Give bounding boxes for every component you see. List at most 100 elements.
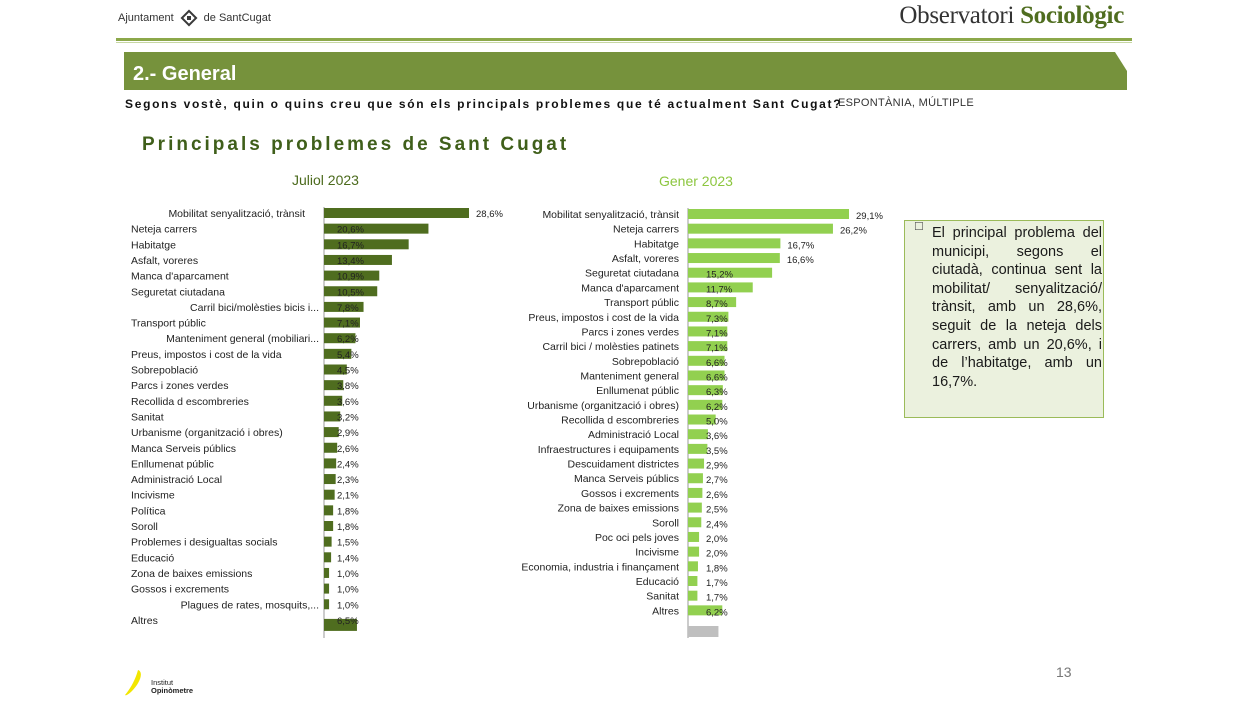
july-value-label: 1,8% <box>337 506 359 517</box>
july-category-label: Preus, impostos i cost de la vida <box>131 349 282 361</box>
january-category-label: Transport públic <box>604 297 679 309</box>
january-bar <box>688 399 723 410</box>
july-bar <box>324 364 347 375</box>
january-category-label: Descuidament districtes <box>568 459 679 471</box>
january-bar <box>688 458 705 469</box>
january-value-label: 2,4% <box>706 519 728 530</box>
january-value-label: 2,6% <box>706 490 728 501</box>
july-category-label: Mobilitat senyalització, trànsit <box>168 208 305 220</box>
january-value-label: 1,7% <box>706 578 728 589</box>
page-number: 13 <box>1056 664 1072 680</box>
january-bar <box>688 429 708 440</box>
july-value-label: 2,9% <box>337 428 359 439</box>
checkbox-icon: ☐ <box>914 221 924 233</box>
january-bar <box>688 311 729 322</box>
july-bar <box>324 395 343 406</box>
january-category-label: Urbanisme (organització i obres) <box>527 400 679 412</box>
january-category-label: Recollida d escombreries <box>561 415 679 427</box>
ajuntament-logo: Ajuntament de SantCugat <box>118 8 271 28</box>
january-category-label: Parcs i zones verdes <box>582 326 679 338</box>
header-divider-thin <box>116 42 1132 43</box>
january-category-label: Altres <box>652 605 679 617</box>
july-value-label: 16,7% <box>337 240 364 251</box>
july-value-label: 2,3% <box>337 475 359 486</box>
question-type: ESPONTÀNIA, MÚLTIPLE <box>838 97 974 109</box>
summary-note-text: El principal problema del municipi, sego… <box>932 225 1102 390</box>
january-category-label: Infraestructures i equipaments <box>538 444 679 456</box>
january-value-label: 2,0% <box>706 549 728 560</box>
january-bar <box>688 209 849 219</box>
july-category-label: Plagues de rates, mosquits,... <box>181 599 319 611</box>
july-category-label: Transport públic <box>131 318 206 330</box>
july-bar <box>324 458 337 469</box>
july-bar <box>324 380 344 391</box>
summary-note-box <box>904 220 1104 418</box>
january-category-label: Manca Serveis públics <box>574 473 679 485</box>
january-value-label: 6,6% <box>706 372 728 383</box>
january-bar <box>688 253 780 264</box>
july-category-label: Parcs i zones verdes <box>131 380 228 392</box>
july-value-label: 3,8% <box>337 381 359 392</box>
january-value-label: 16,7% <box>787 240 814 251</box>
survey-question: Segons vostè, quin o quins creu que són … <box>125 97 843 111</box>
july-value-label: 2,1% <box>337 491 359 502</box>
july-value-label: 2,6% <box>337 444 359 455</box>
january-category-label: Seguretat ciutadana <box>585 268 679 280</box>
january-category-label: Incivisme <box>635 547 679 559</box>
january-value-label: 29,1% <box>856 211 883 222</box>
january-category-label: Zona de baixes emissions <box>558 503 679 515</box>
january-value-label: 1,8% <box>706 563 728 574</box>
january-bar <box>688 561 698 572</box>
july-value-label: 1,0% <box>337 569 359 580</box>
july-category-label: Problemes i desigualtas socials <box>131 537 278 549</box>
july-category-label: Enllumenat públic <box>131 458 214 470</box>
january-value-label: 7,3% <box>706 314 728 325</box>
section-title: 2.- General <box>133 63 237 85</box>
july-value-label: 3,6% <box>337 397 359 408</box>
july-bar <box>324 536 332 547</box>
january-value-label: 7,1% <box>706 328 728 339</box>
july-bar <box>324 270 380 281</box>
january-category-label: Carril bici / molèsties patinets <box>542 341 679 353</box>
july-value-label: 28,6% <box>476 209 503 220</box>
header-divider <box>116 38 1132 41</box>
july-bar <box>324 427 339 438</box>
opinometre-logo-icon <box>125 670 141 696</box>
july-value-label: 1,0% <box>337 600 359 611</box>
july-bar <box>324 599 330 610</box>
july-bar <box>324 505 334 516</box>
january-value-label: 8,7% <box>706 299 728 310</box>
july-category-label: Administració Local <box>131 474 222 486</box>
section-banner <box>124 52 1127 90</box>
january-bar <box>688 370 725 381</box>
july-category-label: Asfalt, voreres <box>131 255 198 267</box>
january-bar <box>688 443 708 454</box>
january-bar <box>688 473 703 484</box>
january-bar <box>688 297 737 308</box>
july-value-label: 10,5% <box>337 287 364 298</box>
footer-institut: Institut Opinòmetre <box>151 679 193 695</box>
july-bar <box>324 552 332 563</box>
january-value-label: 2,9% <box>706 461 728 472</box>
july-category-label: Carril bici/molèsties bicis i... <box>190 302 319 314</box>
january-bar <box>688 238 781 249</box>
january-value-label: 26,2% <box>840 226 867 237</box>
july-category-label: Política <box>131 505 166 517</box>
july-value-label: 10,9% <box>337 272 364 283</box>
january-bar <box>688 605 723 616</box>
january-bar <box>688 223 833 234</box>
july-value-label: 20,6% <box>337 225 364 236</box>
january-category-label: Neteja carrers <box>613 224 679 236</box>
january-value-label: 3,5% <box>706 446 728 457</box>
january-bar <box>688 517 702 528</box>
july-value-label: 3,2% <box>337 412 359 423</box>
july-value-label: 1,8% <box>337 522 359 533</box>
july-bar <box>324 567 330 578</box>
july-bar <box>324 333 356 344</box>
july-value-label: 2,4% <box>337 459 359 470</box>
january-value-label: 3,6% <box>706 431 728 442</box>
january-category-label: Enllumenat públic <box>596 385 679 397</box>
brand-light: Observatori <box>899 2 1015 29</box>
january-category-label: Soroll <box>652 517 679 529</box>
